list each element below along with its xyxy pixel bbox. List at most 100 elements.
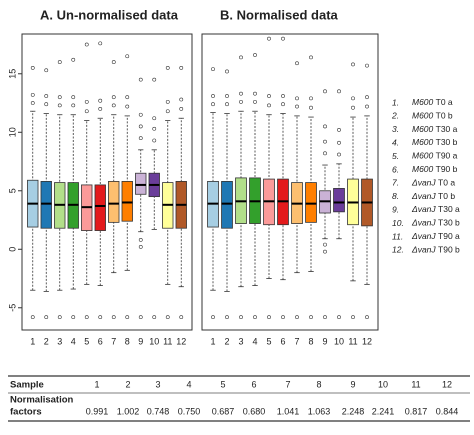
- outlier: [138, 136, 143, 141]
- legend-number: 9.: [392, 204, 399, 214]
- legend-sample: T0 b: [438, 191, 455, 201]
- outlier: [365, 104, 369, 109]
- outlier: [57, 95, 62, 100]
- outlier: [71, 95, 76, 100]
- table-cell: 7: [285, 379, 290, 389]
- plot-frame: [201, 33, 379, 331]
- outlier: [138, 238, 143, 242]
- legend-sample: T90 a: [438, 231, 460, 241]
- table-cell: 0.750: [178, 406, 201, 416]
- x-tick-label: 11: [163, 336, 172, 346]
- legend-number: 2.: [391, 111, 399, 121]
- outlier: [138, 112, 143, 117]
- x-tick-label: 10: [334, 336, 344, 346]
- x-tick-label: 4: [252, 336, 257, 346]
- box: [333, 188, 345, 213]
- outlier: [211, 94, 215, 98]
- outlier: [165, 99, 170, 104]
- table-cell: 12: [442, 379, 452, 389]
- x-tick-label: 6: [98, 336, 103, 346]
- table-cell: 0.817: [405, 406, 428, 416]
- outlier: [337, 140, 341, 145]
- legend-number: 3.: [392, 124, 399, 134]
- table-cell: 6: [251, 379, 256, 389]
- outlier: [239, 55, 243, 60]
- legend-number: 5.: [392, 151, 399, 161]
- outlier: [98, 315, 103, 320]
- legend-entry: ΔvanJ T90 a: [411, 231, 460, 241]
- x-tick-label: 12: [362, 336, 372, 346]
- outlier: [111, 315, 116, 320]
- legend-entry: M600 T30 b: [412, 137, 458, 147]
- outlier: [253, 91, 257, 96]
- outlier: [152, 116, 157, 121]
- outlier: [281, 36, 285, 41]
- table-cell: 2.241: [372, 406, 395, 416]
- outlier: [351, 96, 355, 101]
- outlier: [323, 124, 327, 129]
- outlier: [165, 109, 170, 114]
- outlier: [351, 62, 355, 67]
- y-tick-label: 10: [7, 127, 17, 137]
- outlier: [98, 98, 103, 103]
- outlier: [44, 315, 49, 320]
- table-cell: 5: [220, 379, 225, 389]
- outlier: [267, 103, 271, 108]
- outlier: [30, 66, 35, 70]
- outlier: [225, 94, 229, 98]
- x-tick-label: 4: [71, 336, 76, 346]
- box: [108, 181, 120, 223]
- outlier: [152, 138, 157, 143]
- x-tick-label: 10: [149, 336, 159, 346]
- outlier: [365, 95, 369, 100]
- outlier: [239, 91, 243, 96]
- outlier: [125, 104, 130, 109]
- outlier: [84, 109, 89, 114]
- x-tick-label: 8: [308, 336, 313, 346]
- outlier: [337, 152, 341, 157]
- outlier: [253, 99, 257, 104]
- outlier: [165, 315, 170, 320]
- outlier: [323, 315, 327, 320]
- outlier: [125, 315, 130, 320]
- outlier: [239, 99, 243, 104]
- x-tick-label: 8: [125, 336, 130, 346]
- outlier: [295, 61, 299, 66]
- outlier: [211, 315, 215, 320]
- table-cell: 10: [378, 379, 388, 389]
- legend-sample: T90 b: [438, 245, 460, 255]
- legend-strain: M600: [412, 137, 434, 147]
- table-cell: 0.844: [436, 406, 459, 416]
- legend-strain: M600: [412, 124, 434, 134]
- row-label: Normalisation: [10, 395, 74, 406]
- outlier: [253, 315, 257, 320]
- outlier: [267, 94, 271, 98]
- outlier: [152, 77, 157, 82]
- x-tick-label: 2: [44, 336, 49, 346]
- box: [94, 184, 106, 231]
- outlier: [225, 69, 229, 74]
- legend-strain: ΔvanJ: [411, 245, 436, 255]
- legend-entry: ΔvanJ T30 a: [411, 204, 460, 214]
- outlier: [44, 102, 49, 107]
- outlier: [211, 102, 215, 107]
- legend-sample: T0 a: [436, 97, 453, 107]
- outlier: [84, 42, 89, 47]
- outlier: [323, 89, 327, 94]
- legend-strain: ΔvanJ: [411, 231, 436, 241]
- legend-strain: ΔvanJ: [411, 218, 436, 228]
- outlier: [152, 315, 157, 320]
- legend-number: 1.: [392, 97, 399, 107]
- box: [40, 181, 52, 229]
- legend-number: 10.: [392, 218, 404, 228]
- table-cell: 3: [155, 379, 160, 389]
- x-tick-label: 3: [238, 336, 243, 346]
- outlier: [138, 77, 143, 82]
- legend-sample: T90 a: [436, 151, 458, 161]
- table-cell: 9: [350, 379, 355, 389]
- row-label: factors: [10, 407, 42, 418]
- box: [305, 182, 317, 223]
- outlier: [71, 57, 76, 62]
- outlier: [337, 89, 341, 94]
- outlier: [309, 105, 313, 110]
